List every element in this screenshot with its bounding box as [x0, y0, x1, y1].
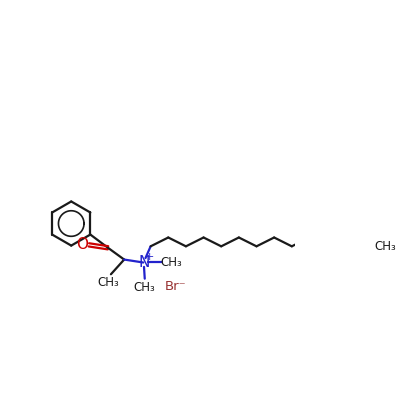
Text: CH₃: CH₃ — [97, 276, 119, 289]
Text: Br⁻: Br⁻ — [165, 280, 186, 292]
Text: CH₃: CH₃ — [160, 256, 182, 269]
Text: +: + — [144, 252, 154, 262]
Text: CH₃: CH₃ — [374, 240, 396, 253]
Text: O: O — [76, 237, 88, 252]
Text: CH₃: CH₃ — [134, 281, 156, 294]
Text: N: N — [138, 255, 150, 270]
